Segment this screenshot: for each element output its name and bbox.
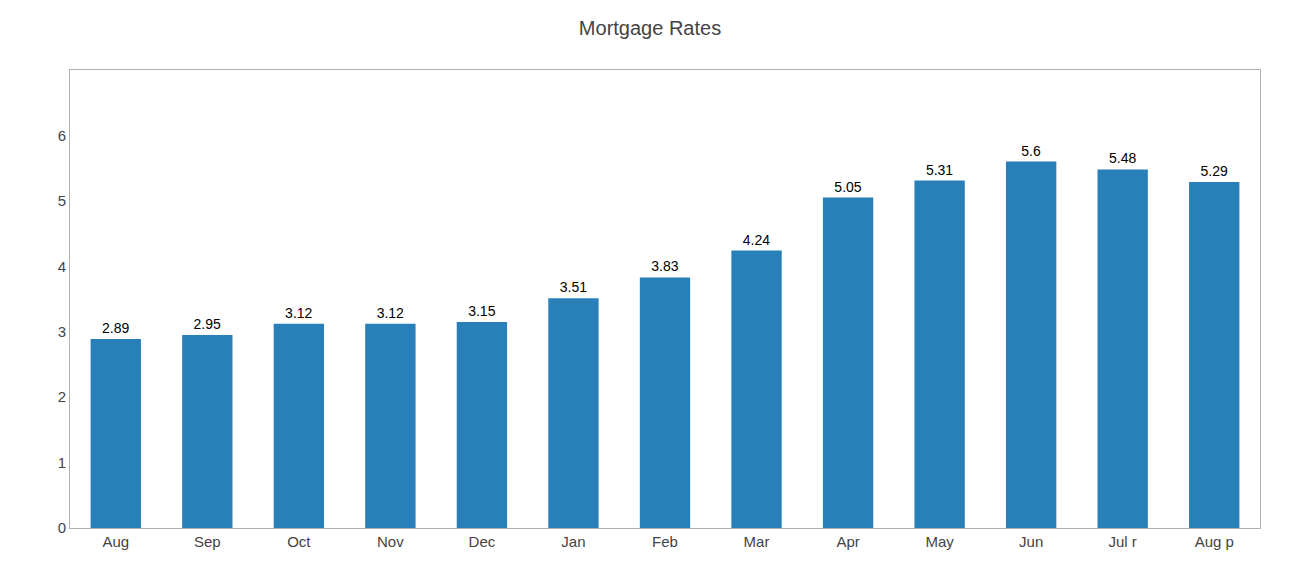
svg-text:Jun: Jun	[1019, 533, 1043, 550]
svg-text:5.29: 5.29	[1200, 163, 1227, 179]
svg-text:2.89: 2.89	[102, 320, 129, 336]
svg-text:3.12: 3.12	[377, 305, 404, 321]
svg-text:4: 4	[58, 258, 66, 275]
svg-text:5.31: 5.31	[926, 162, 953, 178]
svg-text:Oct: Oct	[287, 533, 311, 550]
svg-text:6: 6	[58, 127, 66, 144]
svg-text:Jul r: Jul r	[1109, 533, 1137, 550]
svg-text:Sep: Sep	[194, 533, 221, 550]
svg-text:4.24: 4.24	[743, 232, 770, 248]
svg-text:Apr: Apr	[836, 533, 859, 550]
svg-text:2.95: 2.95	[194, 316, 221, 332]
svg-text:Feb: Feb	[652, 533, 678, 550]
svg-text:May: May	[925, 533, 954, 550]
svg-text:Dec: Dec	[469, 533, 496, 550]
svg-text:3.12: 3.12	[285, 305, 312, 321]
svg-text:Aug p: Aug p	[1195, 533, 1234, 550]
svg-text:3: 3	[58, 323, 66, 340]
svg-text:5.6: 5.6	[1021, 143, 1041, 159]
svg-text:Jan: Jan	[561, 533, 585, 550]
svg-text:3.51: 3.51	[560, 279, 587, 295]
svg-text:Aug: Aug	[102, 533, 129, 550]
svg-text:Mar: Mar	[744, 533, 770, 550]
svg-text:3.83: 3.83	[651, 258, 678, 274]
svg-text:1: 1	[58, 454, 66, 471]
svg-text:5: 5	[58, 192, 66, 209]
svg-text:2: 2	[58, 388, 66, 405]
svg-text:Nov: Nov	[377, 533, 404, 550]
svg-text:Mortgage Rates: Mortgage Rates	[579, 17, 721, 39]
svg-text:3.15: 3.15	[468, 303, 495, 319]
svg-text:5.48: 5.48	[1109, 150, 1136, 166]
svg-text:5.05: 5.05	[834, 179, 861, 195]
svg-text:0: 0	[58, 519, 66, 536]
